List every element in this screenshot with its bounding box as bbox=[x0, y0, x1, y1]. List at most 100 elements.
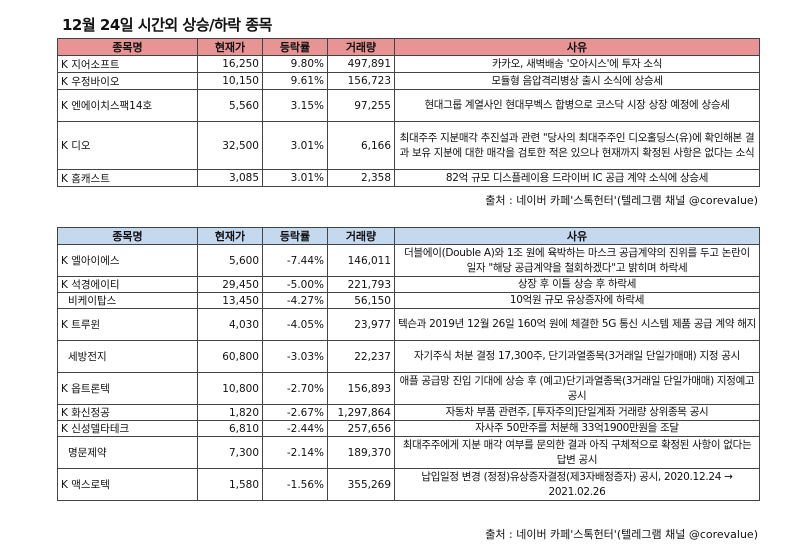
stock-name: K 엘아이에스 bbox=[57, 244, 198, 277]
table-row: 비케이탑스 13,450 -4.27% 56,150 10억원 규모 유상증자에… bbox=[57, 292, 760, 309]
stock-reason: 자동차 부품 관련주, [투자주의]단일계좌 거래량 상위종목 공시 bbox=[394, 404, 760, 421]
stock-price: 10,800 bbox=[197, 372, 263, 405]
stock-volume: 2,358 bbox=[327, 169, 395, 187]
stock-volume: 221,793 bbox=[327, 276, 395, 293]
stock-price: 16,250 bbox=[197, 55, 263, 73]
stock-change: -2.67% bbox=[262, 404, 328, 421]
stock-volume: 97,255 bbox=[327, 89, 395, 122]
stock-name: K 우정바이오 bbox=[57, 72, 198, 90]
table-row: K 엘아이에스 5,600 -7.44% 146,011 더블에이(Double… bbox=[57, 244, 760, 277]
header-change: 등락률 bbox=[262, 38, 328, 56]
stock-reason: 모듈형 음압격리병상 출시 소식에 상승세 bbox=[394, 72, 760, 90]
table-row: K 트루윈 4,030 -4.05% 23,977 텍슨과 2019년 12월 … bbox=[57, 308, 760, 341]
stock-volume: 23,977 bbox=[327, 308, 395, 341]
stock-reason: 최대주주 지분매각 추진설과 관련 "당사의 최대주주인 디오홀딩스(유)에 확… bbox=[394, 121, 760, 170]
stock-name: K 트루윈 bbox=[57, 308, 198, 341]
table-row: K 신성델타테크 6,810 -2.44% 257,656 자사주 50만주를 … bbox=[57, 420, 760, 437]
header-reason: 사유 bbox=[394, 227, 760, 245]
stock-volume: 56,150 bbox=[327, 292, 395, 309]
stock-volume: 156,723 bbox=[327, 72, 395, 90]
stock-change: -7.44% bbox=[262, 244, 328, 277]
stock-change: 9.61% bbox=[262, 72, 328, 90]
stock-reason: 텍슨과 2019년 12월 26일 160억 원에 체결한 5G 통신 시스템 … bbox=[394, 308, 760, 341]
fall-source-note: 출처 : 네이버 카페'스톡헌터'(텔레그램 채널 @corevalue) bbox=[485, 528, 758, 541]
stock-change: 3.15% bbox=[262, 89, 328, 122]
stock-change: -2.44% bbox=[262, 420, 328, 437]
page-title: 12월 24일 시간외 상승/하락 종목 bbox=[62, 16, 272, 34]
stock-reason: 납입일정 변경 (정정)유상증자결정(제3자배정증자) 공시, 2020.12.… bbox=[394, 468, 760, 501]
table-row: K 석경에이티 29,450 -5.00% 221,793 상장 후 이틀 상승… bbox=[57, 276, 760, 293]
stock-price: 3,085 bbox=[197, 169, 263, 187]
stock-reason: 자기주식 처분 결정 17,300주, 단기과열종목(3거래일 단일가매매) 지… bbox=[394, 340, 760, 373]
stock-name: K 신성델타테크 bbox=[57, 420, 198, 437]
table-row: K 맥스로텍 1,580 -1.56% 355,269 납입일정 변경 (정정)… bbox=[57, 468, 760, 501]
stock-reason: 10억원 규모 유상증자에 하락세 bbox=[394, 292, 760, 309]
stock-volume: 156,893 bbox=[327, 372, 395, 405]
table-row: K 우정바이오 10,150 9.61% 156,723 모듈형 음압격리병상 … bbox=[57, 72, 760, 90]
stock-name: K 지어소프트 bbox=[57, 55, 198, 73]
stock-price: 10,150 bbox=[197, 72, 263, 90]
stock-change: -4.27% bbox=[262, 292, 328, 309]
table-row: K 지어소프트 16,250 9.80% 497,891 카카오, 새벽배송 '… bbox=[57, 55, 760, 73]
table-row: 세방전지 60,800 -3.03% 22,237 자기주식 처분 결정 17,… bbox=[57, 340, 760, 373]
stock-name: K 홈캐스트 bbox=[57, 169, 198, 187]
stock-reason: 애플 공급망 진입 기대에 상승 후 (예고)단기과열종목(3거래일 단일가매매… bbox=[394, 372, 760, 405]
fall-table-header: 종목명 현재가 등락률 거래량 사유 bbox=[57, 227, 760, 245]
stock-price: 32,500 bbox=[197, 121, 263, 170]
stock-change: 9.80% bbox=[262, 55, 328, 73]
stock-change: 3.01% bbox=[262, 169, 328, 187]
stock-name: K 옵트론텍 bbox=[57, 372, 198, 405]
header-change: 등락률 bbox=[262, 227, 328, 245]
stock-change: 3.01% bbox=[262, 121, 328, 170]
stock-reason: 상장 후 이틀 상승 후 하락세 bbox=[394, 276, 760, 293]
stock-name: K 석경에이티 bbox=[57, 276, 198, 293]
stock-name: K 화신정공 bbox=[57, 404, 198, 421]
stock-price: 1,820 bbox=[197, 404, 263, 421]
stock-volume: 22,237 bbox=[327, 340, 395, 373]
table-row: 명문제약 7,300 -2.14% 189,370 최대주주에게 지분 매각 여… bbox=[57, 436, 760, 469]
stock-price: 13,450 bbox=[197, 292, 263, 309]
stock-reason: 현대그룹 계열사인 현대무벡스 합병으로 코스닥 시장 상장 예정에 상승세 bbox=[394, 89, 760, 122]
header-volume: 거래량 bbox=[327, 227, 395, 245]
stock-name: 세방전지 bbox=[57, 340, 198, 373]
stock-change: -3.03% bbox=[262, 340, 328, 373]
rise-table-header: 종목명 현재가 등락률 거래량 사유 bbox=[57, 38, 760, 56]
stock-price: 29,450 bbox=[197, 276, 263, 293]
stock-price: 5,600 bbox=[197, 244, 263, 277]
stock-name: K 디오 bbox=[57, 121, 198, 170]
table-row: K 엔에이치스팩14호 5,560 3.15% 97,255 현대그룹 계열사인… bbox=[57, 89, 760, 122]
fall-table: 종목명 현재가 등락률 거래량 사유 K 엘아이에스 5,600 -7.44% … bbox=[57, 227, 760, 501]
header-reason: 사유 bbox=[394, 38, 760, 56]
header-price: 현재가 bbox=[197, 38, 263, 56]
stock-price: 4,030 bbox=[197, 308, 263, 341]
stock-name: 명문제약 bbox=[57, 436, 198, 469]
stock-name: K 엔에이치스팩14호 bbox=[57, 89, 198, 122]
stock-change: -2.14% bbox=[262, 436, 328, 469]
header-price: 현재가 bbox=[197, 227, 263, 245]
table-row: K 홈캐스트 3,085 3.01% 2,358 82억 규모 디스플레이용 드… bbox=[57, 169, 760, 187]
stock-change: -1.56% bbox=[262, 468, 328, 501]
stock-volume: 1,297,864 bbox=[327, 404, 395, 421]
stock-reason: 82억 규모 디스플레이용 드라이버 IC 공급 계약 소식에 상승세 bbox=[394, 169, 760, 187]
stock-volume: 146,011 bbox=[327, 244, 395, 277]
stock-volume: 6,166 bbox=[327, 121, 395, 170]
stock-name: 비케이탑스 bbox=[57, 292, 198, 309]
table-row: K 화신정공 1,820 -2.67% 1,297,864 자동차 부품 관련주… bbox=[57, 404, 760, 421]
stock-volume: 189,370 bbox=[327, 436, 395, 469]
header-stock-name: 종목명 bbox=[57, 38, 198, 56]
stock-change: -4.05% bbox=[262, 308, 328, 341]
header-volume: 거래량 bbox=[327, 38, 395, 56]
stock-change: -2.70% bbox=[262, 372, 328, 405]
stock-reason: 더블에이(Double A)와 1조 원에 육박하는 마스크 공급계약의 진위를… bbox=[394, 244, 760, 277]
stock-change: -5.00% bbox=[262, 276, 328, 293]
stock-name: K 맥스로텍 bbox=[57, 468, 198, 501]
stock-price: 1,580 bbox=[197, 468, 263, 501]
stock-volume: 257,656 bbox=[327, 420, 395, 437]
stock-price: 6,810 bbox=[197, 420, 263, 437]
stock-reason: 카카오, 새벽배송 '오아시스'에 투자 소식 bbox=[394, 55, 760, 73]
stock-reason: 자사주 50만주를 처분해 33억1900만원을 조달 bbox=[394, 420, 760, 437]
stock-volume: 497,891 bbox=[327, 55, 395, 73]
stock-reason: 최대주주에게 지분 매각 여부를 문의한 결과 아직 구체적으로 확정된 사항이… bbox=[394, 436, 760, 469]
table-row: K 옵트론텍 10,800 -2.70% 156,893 애플 공급망 진입 기… bbox=[57, 372, 760, 405]
rise-source-note: 출처 : 네이버 카페'스톡헌터'(텔레그램 채널 @corevalue) bbox=[485, 194, 758, 207]
